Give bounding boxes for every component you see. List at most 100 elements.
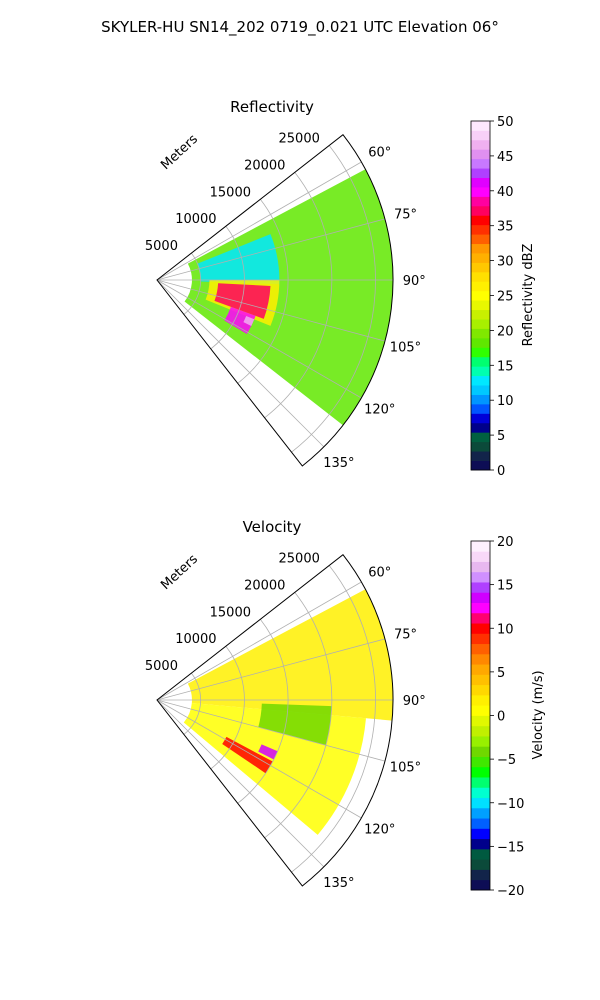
reflectivity-colorbar-tick-label: 5	[497, 429, 505, 444]
velocity-azimuth-tick-label: 60°	[368, 565, 391, 580]
reflectivity-colorbar-swatch	[471, 177, 490, 188]
velocity-echo-region	[187, 589, 393, 721]
velocity-colorbar-swatch	[471, 571, 490, 583]
reflectivity-colorbar-swatch	[471, 234, 490, 245]
reflectivity-colorbar-swatch	[471, 205, 490, 216]
velocity-colorbar-swatch	[471, 643, 490, 655]
reflectivity-azimuth-tick-label: 135°	[323, 456, 354, 471]
reflectivity-colorbar-swatch	[471, 130, 490, 141]
velocity-colorbar-swatch	[471, 828, 490, 840]
velocity-colorbar-swatch	[471, 725, 490, 737]
velocity-colorbar-tick-label: −20	[497, 884, 524, 899]
velocity-colorbar-swatch	[471, 561, 490, 573]
velocity-colorbar-swatch	[471, 859, 490, 870]
velocity-range-tick-label: 20000	[244, 578, 285, 593]
velocity-echo-region	[222, 736, 273, 774]
reflectivity-colorbar-tick-label: 20	[497, 324, 514, 339]
velocity-range-ring	[291, 565, 376, 873]
reflectivity-azimuth-tick-label: 120°	[364, 403, 395, 418]
velocity-colorbar-swatch	[471, 807, 490, 819]
velocity-colorbar-swatch	[471, 715, 490, 727]
velocity-colorbar-label: Velocity (m/s)	[531, 670, 546, 759]
velocity-azimuth-line	[156, 638, 386, 701]
reflectivity-range-ticks: 5000 10000 15000 20000 25000	[145, 131, 320, 254]
velocity-colorbar-swatch	[471, 848, 490, 860]
reflectivity-colorbar-swatch	[471, 187, 490, 197]
velocity-colorbar-tick-label: −5	[497, 753, 516, 768]
velocity-range-tick-label: 10000	[175, 632, 216, 647]
velocity-colorbar-tick-label: 20	[497, 535, 514, 550]
reflectivity-colorbar-swatch	[471, 196, 490, 207]
reflectivity-range-tick-label: 10000	[175, 212, 216, 227]
velocity-colorbar-swatch	[471, 787, 490, 799]
reflectivity-range-tick-label: 25000	[279, 131, 320, 146]
velocity-colorbar-swatch	[471, 664, 490, 675]
reflectivity-colorbar-swatch	[471, 271, 490, 282]
reflectivity-colorbar-swatch	[471, 281, 490, 292]
reflectivity-radial-label: Meters	[158, 132, 201, 173]
reflectivity-colorbar-swatch	[471, 309, 490, 320]
reflectivity-colorbar-swatch	[471, 366, 490, 377]
velocity-grid	[156, 554, 394, 887]
reflectivity-range-tick-label: 15000	[210, 185, 251, 200]
reflectivity-colorbar-swatch	[471, 215, 490, 226]
velocity-azimuth-ticks: 60° 75° 90° 105° 120° 135°	[323, 565, 426, 891]
velocity-azimuth-tick-label: 135°	[323, 876, 354, 891]
reflectivity-echoes	[184, 169, 393, 426]
velocity-colorbar-swatch	[471, 838, 490, 850]
reflectivity-colorbar-swatch	[471, 290, 490, 301]
reflectivity-colorbar-tick-label: 30	[497, 255, 514, 270]
velocity-colorbar-swatch	[471, 694, 490, 706]
reflectivity-colorbar-tick-label: 45	[497, 150, 514, 165]
velocity-colorbar-swatch	[471, 612, 490, 624]
velocity-colorbar-tick-label: 15	[497, 579, 514, 594]
velocity-colorbar-swatch	[471, 756, 490, 768]
reflectivity-colorbar-swatch	[471, 451, 490, 461]
reflectivity-range-ring	[210, 225, 245, 350]
reflectivity-colorbar-swatch	[471, 328, 490, 339]
reflectivity-colorbar-swatch	[471, 441, 490, 452]
velocity-colorbar-swatch	[471, 869, 490, 881]
reflectivity-echo-region	[224, 306, 256, 335]
reflectivity-colorbar-swatch	[471, 403, 490, 414]
reflectivity-colorbar-tick-label: 25	[497, 290, 514, 305]
velocity-azimuth-tick-label: 90°	[403, 694, 426, 709]
velocity-azimuth-line	[156, 699, 386, 762]
velocity-echo-region	[258, 744, 278, 760]
velocity-colorbar-tick-label: 10	[497, 622, 514, 637]
reflectivity-colorbar-swatch	[471, 347, 490, 358]
reflectivity-colorbar-swatch	[471, 168, 490, 178]
velocity-azimuth-tick-label: 75°	[394, 627, 417, 642]
velocity-colorbar-tick-label: 5	[497, 666, 505, 681]
reflectivity-azimuth-line	[156, 279, 325, 448]
velocity-echo-region	[258, 703, 332, 746]
reflectivity-azimuth-tick-label: 90°	[403, 274, 426, 289]
reflectivity-echo-region	[243, 316, 255, 326]
reflectivity-colorbar-swatch	[471, 422, 490, 433]
velocity-range-tick-label: 5000	[145, 659, 178, 674]
reflectivity-colorbar-swatch	[471, 262, 490, 273]
reflectivity-colorbar-tick-label: 50	[497, 115, 514, 130]
velocity-range-tick-label: 25000	[279, 551, 320, 566]
velocity-title: Velocity	[243, 518, 302, 536]
velocity-range-ring	[210, 645, 245, 770]
reflectivity-colorbar-swatch	[471, 460, 490, 471]
velocity-colorbar-swatch	[471, 879, 490, 891]
reflectivity-colorbar: 0 5 10 15 20 25 30 35 40 45 50	[470, 115, 514, 479]
velocity-range-ring	[264, 592, 333, 839]
reflectivity-colorbar-swatch	[471, 394, 490, 405]
reflectivity-echo-region	[197, 234, 280, 285]
reflectivity-range-ring	[264, 172, 333, 419]
velocity-colorbar-swatch	[471, 633, 490, 645]
reflectivity-colorbar-swatch	[471, 413, 490, 424]
velocity-colorbar-swatch	[471, 602, 490, 614]
reflectivity-colorbar-tick-label: 15	[497, 359, 514, 374]
velocity-colorbar-swatch	[471, 797, 490, 809]
reflectivity-azimuth-tick-label: 75°	[394, 207, 417, 222]
velocity-range-tick-label: 15000	[210, 605, 251, 620]
figure-title: SKYLER-HU SN14_202 0719_0.021 UTC Elevat…	[101, 18, 499, 37]
reflectivity-azimuth-line	[156, 218, 386, 281]
reflectivity-azimuth-line	[156, 279, 362, 399]
reflectivity-colorbar-tick-label: 35	[497, 220, 514, 235]
